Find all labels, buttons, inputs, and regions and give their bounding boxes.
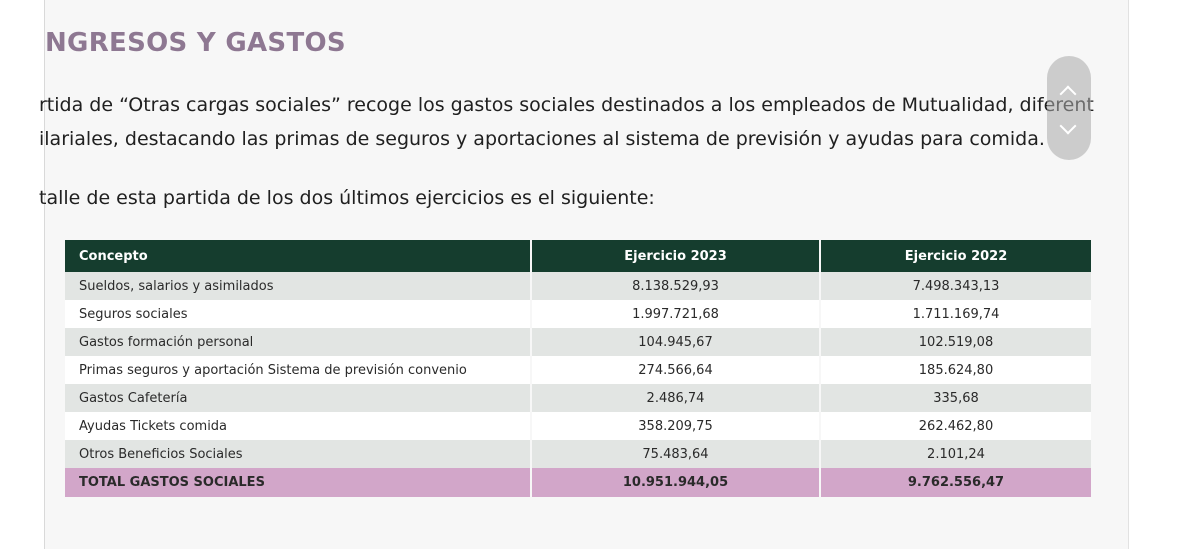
total-row: TOTAL GASTOS SOCIALES 10.951.944,05 9.76… (65, 468, 1091, 497)
row-concept: Primas seguros y aportación Sistema de p… (65, 356, 532, 384)
paragraph-line-2: ilariales, destacando las primas de segu… (39, 128, 1045, 150)
row-value-2022: 7.498.343,13 (820, 272, 1091, 300)
row-value-2023: 274.566,64 (531, 356, 821, 384)
table-row: Gastos formación personal 104.945,67 102… (65, 328, 1091, 356)
row-value-2022: 185.624,80 (820, 356, 1091, 384)
table-row: Sueldos, salarios y asimilados 8.138.529… (65, 272, 1091, 300)
right-margin (1128, 0, 1179, 549)
header-ejercicio-2023: Ejercicio 2023 (531, 240, 821, 272)
table-row: Otros Beneficios Sociales 75.483,64 2.10… (65, 440, 1091, 468)
row-concept: Ayudas Tickets comida (65, 412, 532, 440)
social-expenses-table: Concepto Ejercicio 2023 Ejercicio 2022 S… (65, 240, 1091, 497)
chevron-down-icon[interactable] (1059, 117, 1077, 135)
page-scroll-control[interactable] (1047, 56, 1091, 160)
row-value-2023: 1.997.721,68 (531, 300, 821, 328)
page-edge (44, 0, 45, 549)
table-row: Seguros sociales 1.997.721,68 1.711.169,… (65, 300, 1091, 328)
row-value-2023: 2.486,74 (531, 384, 821, 412)
row-value-2022: 335,68 (820, 384, 1091, 412)
table-row: Primas seguros y aportación Sistema de p… (65, 356, 1091, 384)
row-concept: Gastos formación personal (65, 328, 532, 356)
row-value-2022: 1.711.169,74 (820, 300, 1091, 328)
section-heading: NGRESOS Y GASTOS (45, 28, 346, 58)
row-concept: Otros Beneficios Sociales (65, 440, 532, 468)
row-concept: Gastos Cafetería (65, 384, 532, 412)
table-header-row: Concepto Ejercicio 2023 Ejercicio 2022 (65, 240, 1091, 272)
row-value-2022: 102.519,08 (820, 328, 1091, 356)
chevron-up-icon[interactable] (1059, 85, 1077, 103)
left-margin (0, 0, 44, 549)
row-value-2022: 262.462,80 (820, 412, 1091, 440)
total-value-2022: 9.762.556,47 (820, 468, 1091, 497)
row-value-2023: 358.209,75 (531, 412, 821, 440)
paragraph-line-1: rtida de “Otras cargas sociales” recoge … (39, 94, 1094, 116)
row-value-2022: 2.101,24 (820, 440, 1091, 468)
total-value-2023: 10.951.944,05 (531, 468, 821, 497)
row-value-2023: 75.483,64 (531, 440, 821, 468)
row-value-2023: 104.945,67 (531, 328, 821, 356)
row-concept: Seguros sociales (65, 300, 532, 328)
row-concept: Sueldos, salarios y asimilados (65, 272, 532, 300)
total-label: TOTAL GASTOS SOCIALES (65, 468, 532, 497)
table-row: Gastos Cafetería 2.486,74 335,68 (65, 384, 1091, 412)
row-value-2023: 8.138.529,93 (531, 272, 821, 300)
header-ejercicio-2022: Ejercicio 2022 (820, 240, 1091, 272)
paragraph-line-3: talle de esta partida de los dos últimos… (39, 187, 655, 209)
header-concepto: Concepto (65, 240, 532, 272)
table-row: Ayudas Tickets comida 358.209,75 262.462… (65, 412, 1091, 440)
